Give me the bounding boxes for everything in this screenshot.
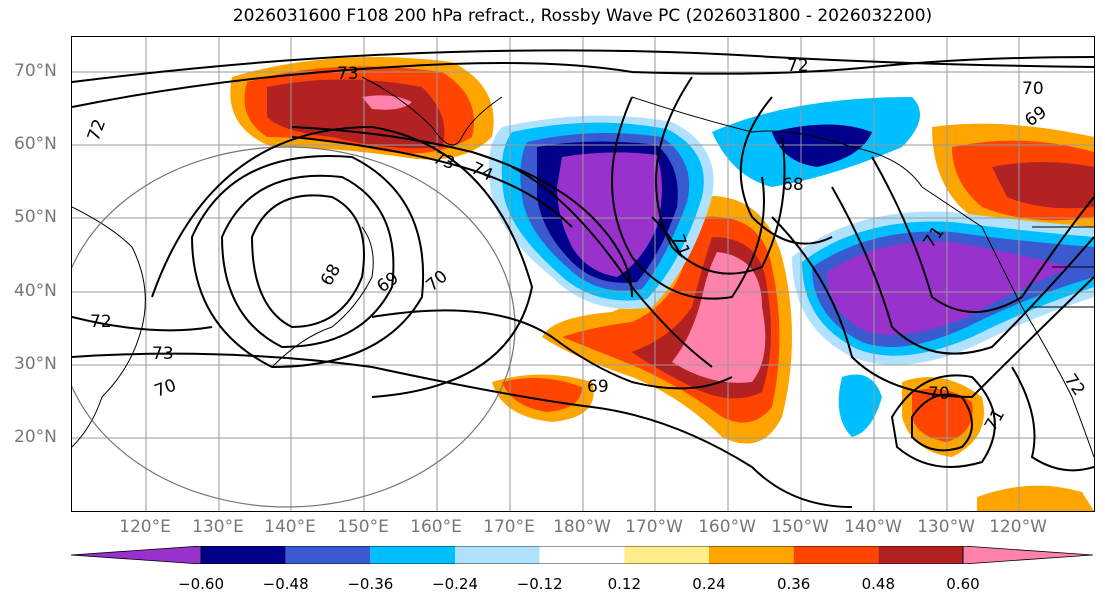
map-canvas: 73 72 72 74 73 69 68 71 70 69 68 72 73 7…: [72, 37, 1094, 511]
colorbar-swatch: [201, 546, 286, 564]
contour-72-north: [72, 49, 1094, 83]
lat-label-40n: 40°N: [14, 281, 57, 301]
shade-darkred-north: [267, 79, 445, 149]
colorbar-tick-label: 0.48: [861, 575, 896, 593]
shade-orange-southeast: [977, 485, 1094, 511]
contour-ridge-east-2: [831, 186, 1094, 355]
colorbar-tick-label: −0.36: [347, 575, 394, 593]
colorbar-swatch: [455, 546, 540, 564]
contour-71-central: [651, 216, 683, 258]
contour-label: 69: [373, 268, 402, 297]
colorbar-tick-label: −0.12: [516, 575, 563, 593]
contour-label: 73: [337, 64, 359, 84]
lat-label-30n: 30°N: [14, 354, 57, 374]
colorbar-swatch: [793, 546, 879, 564]
negative-shading: [488, 97, 1094, 437]
contour-label: 70: [152, 376, 179, 402]
contour-label: 72: [84, 117, 110, 144]
lon-label-170w: 170°W: [625, 517, 683, 537]
contour-74: [291, 126, 633, 298]
contour-low-japan-2: [220, 174, 395, 349]
contour-trough-4: [739, 96, 833, 245]
contour-label: 70: [1022, 79, 1044, 99]
colorbar-tick-label: −0.60: [178, 575, 224, 593]
colorbar-tick-label: −0.48: [262, 575, 309, 593]
contour-label: 69: [587, 377, 609, 397]
contour-69: [371, 309, 733, 390]
contour-trough-2: [611, 96, 765, 300]
shade-navy-2: [772, 124, 872, 167]
contour-label: 70: [422, 267, 451, 296]
lat-label-70n: 70°N: [14, 61, 57, 81]
shade-pink-central: [672, 252, 766, 383]
contour-70-wide: [151, 125, 534, 398]
colorbar-tick-label: 0.60: [946, 575, 980, 593]
colorbar-tick-label: 0.36: [776, 575, 811, 593]
contour-trough-3: [655, 76, 786, 275]
map-panel: 73 72 72 74 73 69 68 71 70 69 68 72 73 7…: [71, 36, 1095, 512]
coastline-japan: [271, 226, 374, 368]
contour-label: 72: [90, 312, 112, 332]
graticule: [72, 37, 1094, 511]
lon-label-140w: 140°W: [844, 517, 902, 537]
contour-label: 68: [782, 175, 804, 195]
colorbar-swatch: [709, 546, 794, 564]
lat-label-20n: 20°N: [14, 427, 57, 447]
contour-70-south: [72, 352, 853, 508]
colorbar-swatch: [71, 546, 202, 564]
refractivity-contours: [72, 49, 1094, 508]
coastline-alaska: [631, 96, 923, 188]
contour-trough-1: [511, 166, 713, 368]
colorbar-outline: [200, 546, 964, 564]
shade-cyan-4: [838, 374, 882, 437]
colorbar-swatches: [71, 546, 1093, 564]
colorbar-tick-label: 0.24: [692, 575, 726, 593]
lon-label-140e: 140°E: [264, 517, 316, 537]
coastline-namerica: [921, 186, 1094, 458]
colorbar-tick-label: −0.24: [432, 575, 478, 593]
coastline-asia: [72, 206, 146, 448]
contour-low-japan-1: [250, 194, 365, 329]
lon-label-120w: 120°W: [989, 517, 1047, 537]
contour-label: 70: [928, 384, 950, 404]
colorbar: [71, 546, 1093, 564]
contour-low-east-1: [911, 393, 973, 452]
range-circle: [72, 146, 516, 508]
contour-ridge-east-1: [771, 216, 1094, 399]
contour-label: 71: [981, 406, 1009, 435]
lon-label-130e: 130°E: [192, 517, 244, 537]
lon-label-170e: 170°E: [483, 517, 535, 537]
coastline-kamchatka: [361, 76, 503, 146]
contour-label: 73: [152, 344, 174, 364]
contour-low-japan-3: [190, 155, 425, 369]
lon-label-180w: 180°W: [553, 517, 611, 537]
lon-label-130w: 130°W: [917, 517, 975, 537]
lon-label-160w: 160°W: [698, 517, 756, 537]
colorbar-swatch: [285, 546, 371, 564]
lon-label-150w: 150°W: [771, 517, 829, 537]
lat-label-50n: 50°N: [14, 207, 57, 227]
colorbar-swatch: [624, 546, 709, 564]
colorbar-swatch: [962, 546, 1093, 564]
lon-label-120e: 120°E: [119, 517, 171, 537]
map-title: 2026031600 F108 200 hPa refract., Rossby…: [232, 6, 933, 26]
colorbar-swatch: [370, 546, 455, 564]
contour-label: 68: [317, 261, 345, 290]
lon-label-150e: 150°E: [337, 517, 389, 537]
positive-shading: [230, 57, 1094, 511]
colorbar-tick-label: 0.12: [607, 575, 642, 593]
coastlines: [72, 76, 1094, 458]
contour-ridge-east-3: [871, 156, 1094, 313]
lon-label-160e: 160°E: [410, 517, 462, 537]
contour-72-south: [72, 316, 213, 332]
contour-label: 72: [787, 56, 809, 76]
colorbar-swatch: [539, 546, 625, 564]
contour-low-east-2: [890, 374, 996, 468]
colorbar-swatch: [878, 546, 963, 564]
lat-label-60n: 60°N: [14, 134, 57, 154]
shade-darkred-east-coast: [992, 162, 1094, 209]
contour-71-east: [1011, 366, 1094, 472]
contour-label: 72: [1060, 370, 1089, 399]
